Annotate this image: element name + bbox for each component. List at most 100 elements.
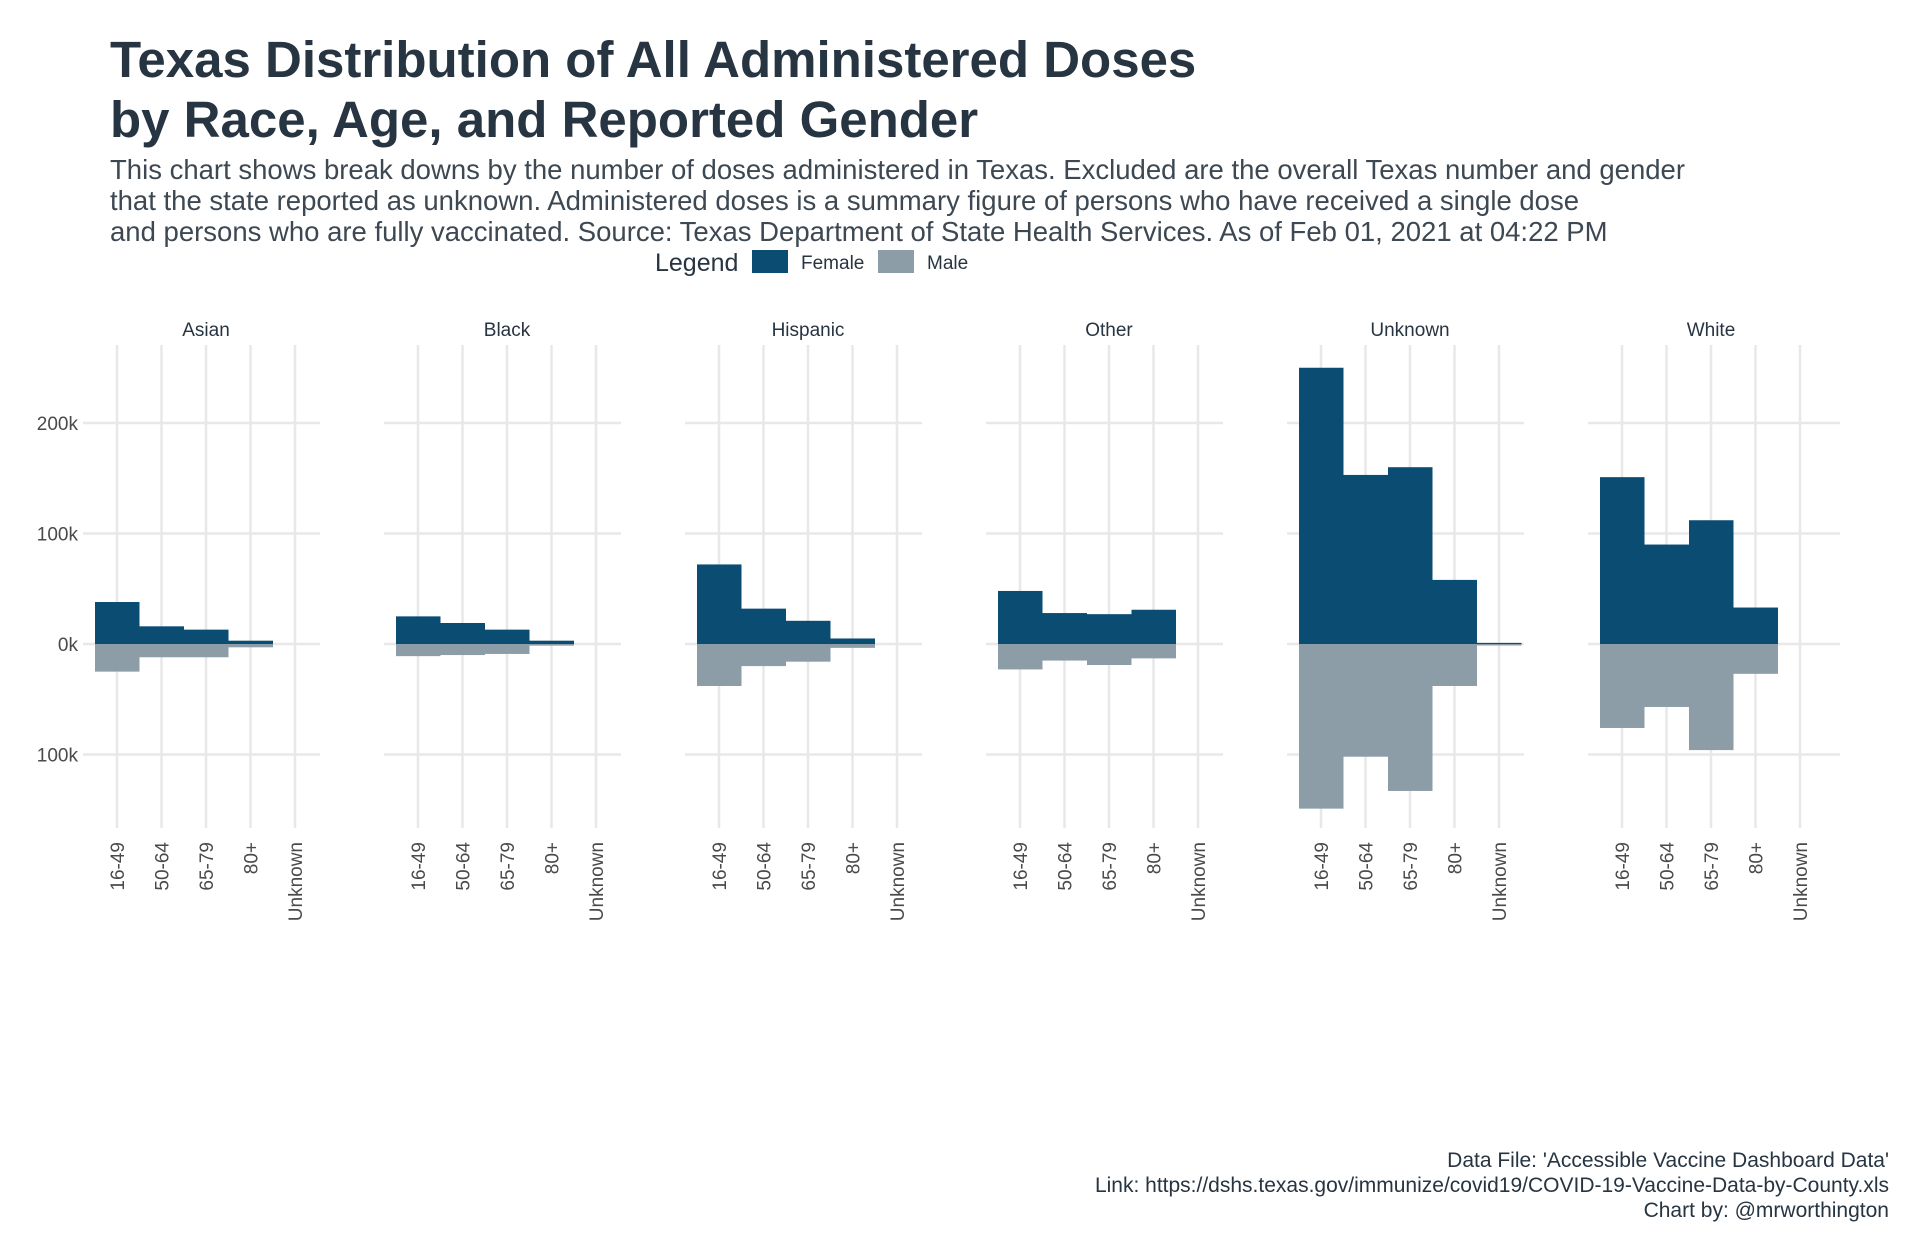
bar-hispanic-female-50-64: [741, 608, 786, 644]
bar-other-male-65-79: [1087, 644, 1132, 665]
bar-asian-male-65-79: [184, 644, 229, 658]
legend-label-male: Male: [927, 253, 968, 274]
facet-label-white: White: [1687, 320, 1736, 341]
x-tick-label: 50-64: [153, 842, 174, 891]
chart-caption: Data File: 'Accessible Vaccine Dashboard…: [1095, 1148, 1889, 1223]
bar-black-male-65-79: [485, 644, 530, 654]
x-tick-label: 16-49: [1011, 842, 1032, 891]
caption-link: Link: https://dshs.texas.gov/immunize/co…: [1094, 1174, 1889, 1197]
caption-credit: Chart by: @mrworthington: [1643, 1199, 1889, 1222]
bar-hispanic-female-65-79: [786, 620, 831, 644]
x-tick-label: Unknown: [1189, 842, 1210, 921]
bar-unknown-male-unknown: [1477, 644, 1522, 646]
y-tick-label: 100k: [37, 746, 79, 767]
x-tick-label: 65-79: [197, 842, 218, 891]
x-tick-label: Unknown: [888, 842, 909, 921]
facet-label-other: Other: [1085, 320, 1133, 341]
bar-unknown-male-65-79: [1388, 644, 1433, 791]
bar-black-female-80+: [529, 640, 574, 644]
bar-white-male-80+: [1733, 644, 1778, 674]
y-tick-label: 100k: [37, 525, 79, 546]
bar-other-female-16-49: [998, 590, 1043, 644]
bar-asian-female-65-79: [184, 629, 229, 644]
bar-black-male-16-49: [396, 644, 441, 657]
x-tick-label: 65-79: [1401, 842, 1422, 891]
bar-white-female-80+: [1733, 607, 1778, 644]
bar-unknown-female-80+: [1432, 579, 1477, 644]
bar-black-female-16-49: [396, 616, 441, 644]
bar-white-male-65-79: [1689, 644, 1734, 751]
facet-label-hispanic: Hispanic: [772, 320, 845, 341]
bar-asian-male-80+: [228, 644, 273, 648]
bar-black-male-50-64: [440, 644, 485, 656]
x-tick-label: 16-49: [1613, 842, 1634, 891]
x-tick-label: 65-79: [1702, 842, 1723, 891]
legend-label-female: Female: [801, 253, 864, 274]
bar-unknown-male-80+: [1432, 644, 1477, 686]
bar-unknown-female-16-49: [1299, 367, 1344, 644]
chart-subtitle-line-3: and persons who are fully vaccinated. So…: [110, 216, 1608, 247]
x-tick-label: 50-64: [755, 842, 776, 891]
bar-other-female-50-64: [1042, 613, 1087, 644]
bar-other-male-16-49: [998, 644, 1043, 670]
bar-black-female-50-64: [440, 623, 485, 644]
bar-white-female-65-79: [1689, 520, 1734, 644]
x-tick-label: 16-49: [108, 842, 129, 891]
chart-subtitle-line-2: that the state reported as unknown. Admi…: [110, 185, 1580, 216]
y-tick-label: 200k: [37, 414, 79, 435]
bar-unknown-female-unknown: [1477, 642, 1522, 645]
bar-hispanic-female-16-49: [697, 564, 742, 644]
x-tick-label: 50-64: [454, 842, 475, 891]
bar-asian-female-16-49: [95, 602, 140, 644]
chart-subtitle: This chart shows break downs by the numb…: [110, 154, 1900, 247]
facet-label-black: Black: [484, 320, 531, 341]
bar-asian-male-16-49: [95, 644, 140, 672]
x-tick-label: 65-79: [1100, 842, 1121, 891]
x-tick-label: 16-49: [710, 842, 731, 891]
bar-hispanic-male-65-79: [786, 644, 831, 662]
caption-data-file: Data File: 'Accessible Vaccine Dashboard…: [1447, 1149, 1889, 1172]
chart-subtitle-line-1: This chart shows break downs by the numb…: [110, 154, 1685, 185]
x-tick-label: 80+: [1747, 842, 1768, 874]
bar-black-female-65-79: [485, 629, 530, 644]
chart-plot-area: Legend Female Male 200k 100k 0k 100k Asian 16-49…: [37, 249, 1840, 921]
x-tick-label: 50-64: [1658, 842, 1679, 891]
bar-asian-female-80+: [228, 640, 273, 644]
x-tick-label: 65-79: [799, 842, 820, 891]
bar-hispanic-male-80+: [830, 644, 875, 648]
x-tick-label: 50-64: [1357, 842, 1378, 891]
legend-swatch-female: [752, 250, 788, 273]
bar-unknown-male-16-49: [1299, 644, 1344, 809]
x-tick-label: Unknown: [587, 842, 608, 921]
bar-other-male-50-64: [1042, 644, 1087, 661]
bar-white-female-16-49: [1600, 477, 1645, 644]
legend: Legend Female Male: [655, 249, 968, 277]
x-tick-label: 65-79: [498, 842, 519, 891]
x-tick-label: 80+: [844, 842, 865, 874]
x-tick-label: Unknown: [286, 842, 307, 921]
bar-hispanic-male-16-49: [697, 644, 742, 686]
bar-unknown-female-50-64: [1343, 474, 1388, 644]
bar-asian-male-50-64: [139, 644, 184, 658]
facet-label-asian: Asian: [182, 320, 230, 341]
bar-unknown-male-50-64: [1343, 644, 1388, 757]
bar-other-male-80+: [1131, 644, 1176, 659]
bar-unknown-female-65-79: [1388, 467, 1433, 644]
x-tick-label: 80+: [543, 842, 564, 874]
bar-other-female-65-79: [1087, 614, 1132, 644]
bar-white-male-50-64: [1644, 644, 1689, 707]
bar-hispanic-male-50-64: [741, 644, 786, 667]
chart-title-line-2: by Race, Age, and Reported Gender: [110, 91, 979, 148]
chart-title-line-1: Texas Distribution of All Administered D…: [110, 31, 1197, 88]
y-tick-label: 0k: [58, 635, 79, 656]
x-tick-label: Unknown: [1791, 842, 1812, 921]
bar-other-female-80+: [1131, 609, 1176, 644]
legend-title: Legend: [655, 249, 738, 277]
x-tick-label: 16-49: [1312, 842, 1333, 891]
bar-black-male-80+: [529, 644, 574, 646]
facet-label-unknown: Unknown: [1370, 320, 1449, 341]
x-tick-label: Unknown: [1490, 842, 1511, 921]
chart-title: Texas Distribution of All Administered D…: [110, 30, 1860, 150]
x-tick-label: 16-49: [409, 842, 430, 891]
x-tick-label: 80+: [1446, 842, 1467, 874]
